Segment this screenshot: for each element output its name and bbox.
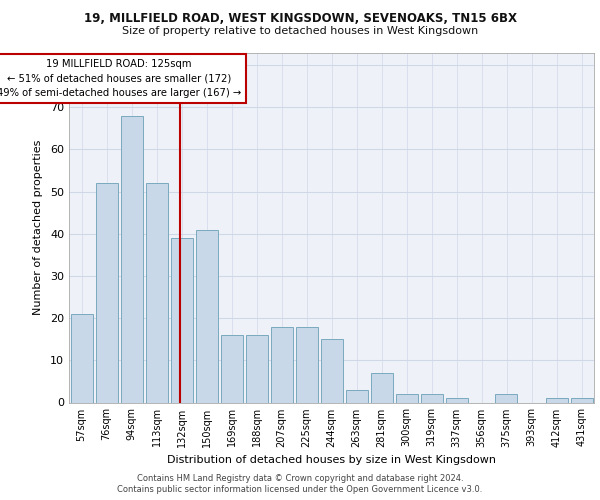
Bar xyxy=(271,326,293,402)
Bar xyxy=(221,335,242,402)
Bar xyxy=(496,394,517,402)
Bar xyxy=(571,398,593,402)
Text: 19, MILLFIELD ROAD, WEST KINGSDOWN, SEVENOAKS, TN15 6BX: 19, MILLFIELD ROAD, WEST KINGSDOWN, SEVE… xyxy=(83,12,517,25)
Bar xyxy=(346,390,367,402)
Bar xyxy=(371,373,392,402)
Y-axis label: Number of detached properties: Number of detached properties xyxy=(33,140,43,315)
Bar xyxy=(95,183,118,402)
Bar xyxy=(395,394,418,402)
Text: Size of property relative to detached houses in West Kingsdown: Size of property relative to detached ho… xyxy=(122,26,478,36)
Bar xyxy=(146,183,167,402)
Text: Contains HM Land Registry data © Crown copyright and database right 2024.
Contai: Contains HM Land Registry data © Crown c… xyxy=(118,474,482,494)
Bar xyxy=(196,230,218,402)
Bar xyxy=(121,116,143,403)
Bar xyxy=(445,398,467,402)
Bar xyxy=(421,394,443,402)
Bar xyxy=(71,314,92,402)
Bar xyxy=(545,398,568,402)
X-axis label: Distribution of detached houses by size in West Kingsdown: Distribution of detached houses by size … xyxy=(167,455,496,465)
Bar xyxy=(245,335,268,402)
Bar xyxy=(170,238,193,402)
Bar xyxy=(296,326,317,402)
Text: 19 MILLFIELD ROAD: 125sqm
← 51% of detached houses are smaller (172)
49% of semi: 19 MILLFIELD ROAD: 125sqm ← 51% of detac… xyxy=(0,59,241,98)
Bar xyxy=(320,339,343,402)
